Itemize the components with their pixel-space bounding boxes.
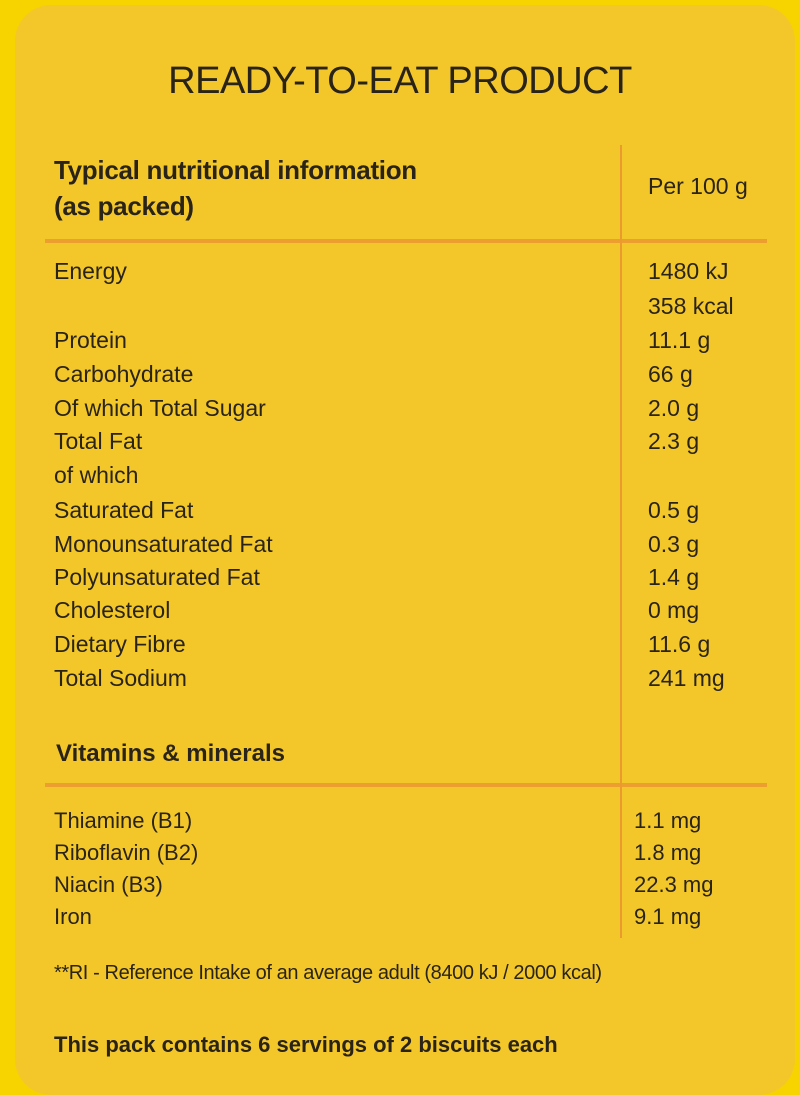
reference-intake-footnote: **RI - Reference Intake of an average ad… (54, 962, 602, 984)
nutrient-row: Protein 11.1 g (54, 327, 774, 361)
nutrient-row: Saturated Fat 0.5 g (54, 497, 774, 531)
nutrient-label: Polyunsaturated Fat (54, 564, 260, 590)
servings-note: This pack contains 6 servings of 2 biscu… (54, 1032, 558, 1057)
nutrient-row: 358 kcal (54, 293, 774, 327)
column-divider (620, 145, 622, 938)
nutrient-value: 0 mg (648, 597, 700, 623)
vitamins-heading: Vitamins & minerals (56, 740, 285, 767)
nutrient-row: Energy 1480 kJ (54, 258, 774, 292)
nutrient-label: of which (54, 462, 139, 488)
nutrient-value: 11.1 g (648, 327, 711, 353)
nutrient-label: Protein (54, 327, 127, 353)
nutrient-value: 1480 kJ (648, 258, 729, 284)
vitamin-value: 22.3 mg (634, 872, 714, 897)
nutrient-value: 1.4 g (648, 564, 700, 590)
nutrient-row: Monounsaturated Fat 0.3 g (54, 531, 774, 565)
nutrient-label: Carbohydrate (54, 361, 194, 387)
nutrient-row: Of which Total Sugar 2.0 g (54, 395, 774, 429)
table-header-left: Typical nutritional information (as pack… (54, 152, 417, 224)
nutrient-value: 0.5 g (648, 497, 700, 523)
vitamin-label: Niacin (B3) (54, 872, 163, 897)
nutrient-row: Total Sodium 241 mg (54, 665, 774, 699)
nutrient-value: 11.6 g (648, 631, 711, 657)
nutrient-value: 0.3 g (648, 531, 700, 557)
nutrient-label: Energy (54, 258, 127, 284)
nutrient-label: Of which Total Sugar (54, 395, 266, 421)
nutrient-label: Cholesterol (54, 597, 171, 623)
nutrient-row: Dietary Fibre 11.6 g (54, 631, 774, 665)
header-line-2: (as packed) (54, 191, 194, 221)
vitamin-label: Riboflavin (B2) (54, 840, 199, 865)
vitamin-label: Thiamine (B1) (54, 808, 193, 833)
nutrient-value: 241 mg (648, 665, 725, 691)
vitamin-label: Iron (54, 904, 92, 929)
nutrient-row: Cholesterol 0 mg (54, 597, 774, 631)
header-line-1: Typical nutritional information (54, 155, 417, 185)
nutrient-row: Total Fat 2.3 g (54, 428, 774, 462)
per-100g-header: Per 100 g (648, 173, 748, 199)
nutrient-label: Total Sodium (54, 665, 187, 691)
vitamin-value: 1.1 mg (634, 808, 702, 833)
nutrient-label: Dietary Fibre (54, 631, 186, 657)
nutrient-row: Polyunsaturated Fat 1.4 g (54, 564, 774, 598)
nutrient-row: of which (54, 462, 774, 496)
nutrient-label: Total Fat (54, 428, 143, 454)
label-panel (15, 5, 795, 1095)
vitamins-rule (45, 783, 767, 787)
nutrient-value: 2.3 g (648, 428, 700, 454)
nutrient-label: Monounsaturated Fat (54, 531, 273, 557)
nutrient-value: 66 g (648, 361, 693, 387)
header-rule (45, 239, 767, 243)
vitamin-value: 9.1 mg (634, 904, 702, 929)
nutrient-label: Saturated Fat (54, 497, 194, 523)
nutrient-row: Carbohydrate 66 g (54, 361, 774, 395)
nutrient-value: 2.0 g (648, 395, 700, 421)
vitamin-value: 1.8 mg (634, 840, 702, 865)
nutrient-value: 358 kcal (648, 293, 734, 319)
product-title: READY-TO-EAT PRODUCT (168, 60, 632, 102)
